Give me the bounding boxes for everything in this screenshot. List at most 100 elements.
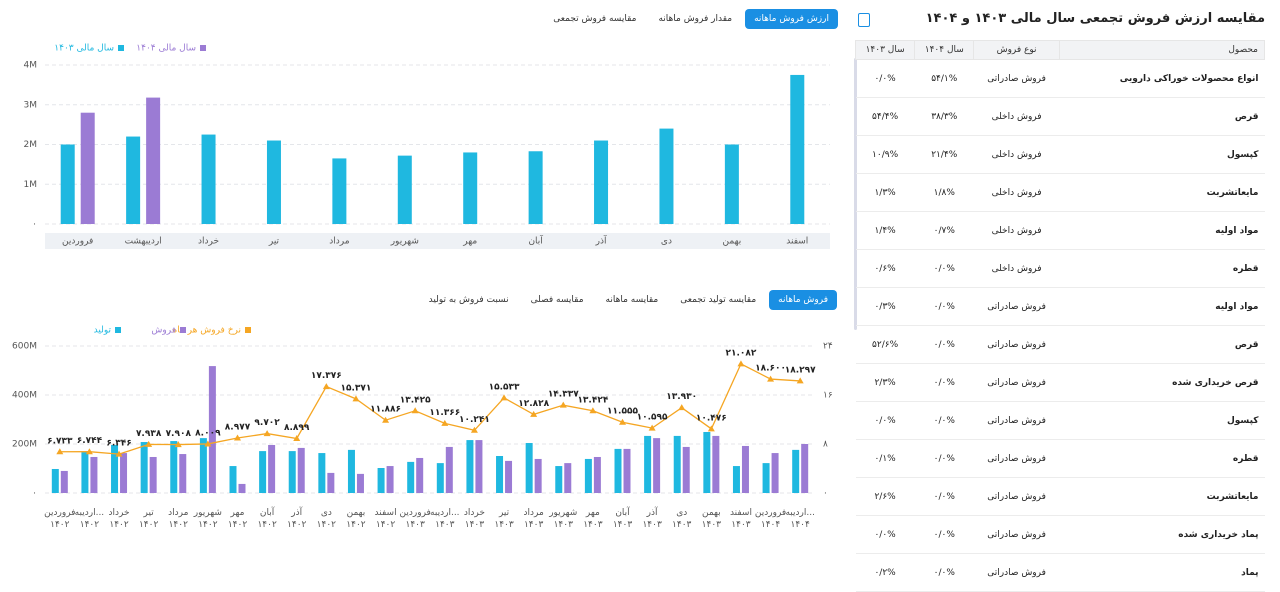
bar bbox=[555, 466, 563, 493]
data-label: ۲۱.۰۸۲ bbox=[726, 348, 757, 358]
tab[interactable]: نسبت فروش به تولید bbox=[428, 295, 509, 305]
x-tick-line: ۱۴۰۳ bbox=[554, 520, 574, 530]
bar bbox=[801, 444, 809, 493]
x-tick-line: شهریور bbox=[193, 508, 222, 518]
bar bbox=[593, 456, 601, 493]
bar bbox=[703, 431, 711, 493]
table-cell: فروش داخلی bbox=[973, 249, 1060, 288]
bar bbox=[297, 447, 305, 493]
y-tick-label: ۰ bbox=[32, 489, 37, 499]
x-tick-line: ۱۴۰۲ bbox=[287, 520, 307, 530]
bar bbox=[140, 442, 148, 493]
table-cell: فروش صادراتی bbox=[973, 477, 1060, 516]
x-tick-line: ۱۴۰۲ bbox=[169, 520, 189, 530]
x-tick-line: ۱۴۰۳ bbox=[702, 520, 722, 530]
legend-swatch bbox=[180, 327, 186, 333]
x-tick-label: اسفند ۱۴۰۲ bbox=[375, 508, 397, 530]
x-tick-label: مهر ۱۴۰۲ bbox=[228, 508, 248, 530]
bar bbox=[584, 458, 592, 493]
bar bbox=[525, 443, 533, 493]
bar bbox=[732, 466, 740, 493]
x-tick-line: ۱۴۰۲ bbox=[139, 520, 159, 530]
line-marker bbox=[352, 395, 360, 402]
x-tick-label: مرداد ۱۴۰۲ bbox=[168, 508, 188, 530]
x-tick-line: دی bbox=[321, 508, 332, 518]
line-marker bbox=[441, 419, 449, 426]
x-tick-label: تیر ۱۴۰۲ bbox=[139, 508, 159, 530]
x-tick-label: فروردین ۱۴۰۴ bbox=[755, 508, 786, 530]
x-tick-line: آذر bbox=[290, 506, 302, 518]
bar bbox=[126, 136, 141, 224]
table-cell: ۰/۰% bbox=[855, 401, 915, 440]
x-tick-line: آذر bbox=[646, 506, 658, 518]
header-cell: سال ۱۴۰۳ bbox=[854, 40, 916, 60]
y-tick-label: 1M bbox=[24, 180, 38, 190]
data-label: ۱۸.۶۰۰ bbox=[755, 364, 786, 374]
tab[interactable]: مقایسه فروش تجمعی bbox=[553, 14, 637, 24]
data-label: ۹.۷۰۲ bbox=[254, 418, 280, 428]
table-cell: فروش صادراتی bbox=[973, 59, 1060, 98]
panel-title: مقایسه ارزش فروش تجمعی سال مالی ۱۴۰۳ و ۱… bbox=[925, 11, 1265, 26]
summary-panel: مقایسه ارزش فروش تجمعی سال مالی ۱۴۰۳ و ۱… bbox=[852, 0, 1270, 592]
tab[interactable]: مقایسه فصلی bbox=[530, 295, 584, 305]
charts: ۰ 1M 2M 3M 4M سال مالی ۱۴۰۴ سال مالی ۱۴۰۳ فرورد… bbox=[12, 44, 833, 530]
x-tick-line: ۱۴۰۳ bbox=[524, 520, 544, 530]
x-tick-line: اردیبه... bbox=[430, 508, 460, 518]
x-tick-label: فروردین bbox=[62, 237, 93, 247]
tab[interactable]: ارزش فروش ماهانه bbox=[745, 9, 838, 29]
bar bbox=[762, 463, 770, 493]
x-tick-line: اسفند bbox=[375, 508, 397, 518]
table-cell: کپسول bbox=[1059, 401, 1265, 440]
x-tick-line: شهریور bbox=[548, 508, 577, 518]
table-cell: ۱/۴% bbox=[855, 211, 915, 250]
x-tick-label: آذر ۱۴۰۳ bbox=[642, 506, 662, 530]
tab[interactable]: فروش ماهانه bbox=[769, 290, 837, 310]
bar bbox=[356, 473, 364, 493]
bar bbox=[407, 461, 415, 493]
line-marker bbox=[470, 426, 478, 433]
legend-label: نرخ فروش هر ماه bbox=[173, 326, 241, 336]
legend-label: سال مالی ۱۴۰۳ bbox=[54, 44, 114, 54]
table-cell: ۰/۶% bbox=[855, 249, 915, 288]
tab[interactable]: مقدار فروش ماهانه bbox=[658, 14, 733, 24]
table-cell: ۰/۰% bbox=[855, 515, 915, 554]
line-marker bbox=[530, 410, 538, 417]
bar bbox=[170, 441, 178, 493]
y2-tick-label: ۲۴ bbox=[823, 342, 833, 352]
bar bbox=[475, 440, 483, 493]
x-tick-line: اسفند bbox=[730, 508, 752, 518]
tab[interactable]: مقایسه ماهانه bbox=[605, 295, 659, 305]
table-cell: فروش صادراتی bbox=[973, 515, 1060, 554]
table-cell: ۰/۳% bbox=[855, 287, 915, 326]
x-tick-label: خرداد ۱۴۰۲ bbox=[109, 508, 130, 530]
tab[interactable]: مقایسه تولید تجمعی bbox=[680, 295, 757, 305]
x-tick-line: اردیبه... bbox=[75, 508, 105, 518]
export-icon[interactable] bbox=[858, 13, 870, 27]
table-cell: ۰/۰% bbox=[914, 363, 974, 402]
x-tick-line: اردیبه... bbox=[785, 508, 815, 518]
line-marker bbox=[559, 401, 567, 408]
table-row: مایعاتشربت فروش صادراتی ۰/۰% ۲/۶% bbox=[855, 477, 1265, 516]
legend-swatch bbox=[115, 327, 121, 333]
x-tick-line: بهمن bbox=[347, 508, 366, 518]
table-cell: پماد bbox=[1059, 553, 1265, 592]
x-tick-line: آبان bbox=[615, 506, 630, 518]
bar bbox=[60, 470, 68, 493]
table-row: پماد فروش صادراتی ۰/۰% ۰/۲% bbox=[855, 553, 1265, 592]
table-cell: ۱/۸% bbox=[914, 173, 974, 212]
bar bbox=[377, 468, 385, 493]
table-cell: کپسول bbox=[1059, 135, 1265, 174]
table-cell: ۰/۰% bbox=[914, 401, 974, 440]
table-row: قرص فروش صادراتی ۰/۰% ۵۲/۶% bbox=[855, 325, 1265, 364]
line bbox=[59, 362, 801, 455]
data-label: ۱۸.۲۹۷ bbox=[785, 365, 816, 375]
data-label: ۶.۳۴۶ bbox=[106, 439, 131, 449]
line-marker bbox=[767, 375, 775, 382]
bar bbox=[179, 454, 187, 493]
data-label: ۶.۷۳۳ bbox=[47, 436, 73, 446]
header-cell: نوع فروش bbox=[973, 40, 1060, 60]
line-marker bbox=[174, 441, 182, 448]
y-tick-label: 200M bbox=[12, 440, 37, 450]
x-tick-line: ۱۴۰۲ bbox=[376, 520, 396, 530]
x-tick-line: مرداد bbox=[523, 508, 543, 518]
